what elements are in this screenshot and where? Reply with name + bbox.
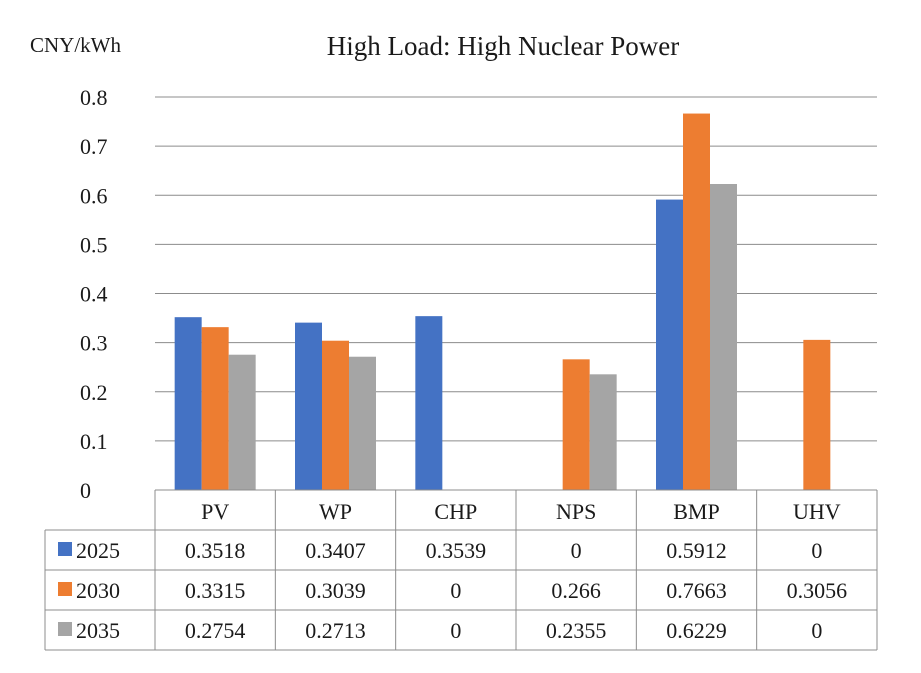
x-category-label: PV [201,499,229,524]
y-tick-label: 0.8 [80,85,108,110]
y-tick-label: 0.6 [80,183,108,208]
legend-label: 2030 [76,578,120,603]
bar-pv-2025 [174,317,202,490]
bar-wp-2030 [322,340,349,490]
data-label: 0.5912 [666,538,727,563]
gridlines [155,96,877,442]
bar-bmp-2025 [656,199,683,490]
data-label: 0.3039 [305,578,366,603]
data-label: 0.3056 [787,578,848,603]
data-label: 0.7663 [666,578,727,603]
x-category-label: CHP [434,499,477,524]
data-label: 0.2355 [546,618,607,643]
data-label: 0.6229 [666,618,727,643]
bar-uhv-2030 [803,339,831,490]
data-table: PV WP CHP NPS BMP UHV 2025 0.3518 0.3407 0.3539 0 0… [44,489,878,651]
bar-bmp-2035 [710,184,737,491]
data-label: 0.2713 [305,618,366,643]
data-label: 0 [450,578,461,603]
y-tick-label: 0.2 [80,380,108,405]
legend-swatch-2035 [58,622,72,636]
legend-label: 2025 [76,538,120,563]
bar-chp-2025 [415,316,443,490]
bar-wp-2035 [349,356,376,490]
y-tick-label: 0.1 [80,429,108,454]
data-label: 0 [811,618,822,643]
bar-marks [174,113,831,491]
bar-bmp-2030 [683,113,710,491]
x-category-label: BMP [673,499,719,524]
y-tick-label: 0 [80,478,91,503]
legend-label: 2035 [76,618,120,643]
data-label: 0 [450,618,461,643]
legend-swatch-2030 [58,582,72,596]
data-label: 0.2754 [185,618,246,643]
y-tick-label: 0.5 [80,232,108,257]
bar-pv-2030 [201,327,229,490]
y-tick-label: 0.3 [80,331,108,356]
x-category-label: NPS [556,499,596,524]
bar-nps-2030 [562,359,590,490]
data-label: 0.3518 [185,538,246,563]
data-label: 0.266 [551,578,601,603]
data-label: 0.3315 [185,578,246,603]
chart-title: High Load: High Nuclear Power [327,31,679,61]
y-tick-label: 0.4 [80,282,108,307]
data-label: 0.3407 [305,538,366,563]
y-tick-label: 0.7 [80,134,108,159]
legend-swatch-2025 [58,542,72,556]
y-axis-ticks: 0 0.1 0.2 0.3 0.4 0.5 0.6 0.7 0.8 [80,85,108,503]
x-category-label: UHV [793,499,841,524]
bar-pv-2035 [228,354,256,490]
y-unit-label: CNY/kWh [30,33,121,57]
data-label: 0 [571,538,582,563]
bar-nps-2035 [589,374,617,490]
data-label: 0.3539 [426,538,487,563]
bar-wp-2025 [295,322,322,490]
data-label: 0 [811,538,822,563]
x-category-label: WP [319,499,352,524]
